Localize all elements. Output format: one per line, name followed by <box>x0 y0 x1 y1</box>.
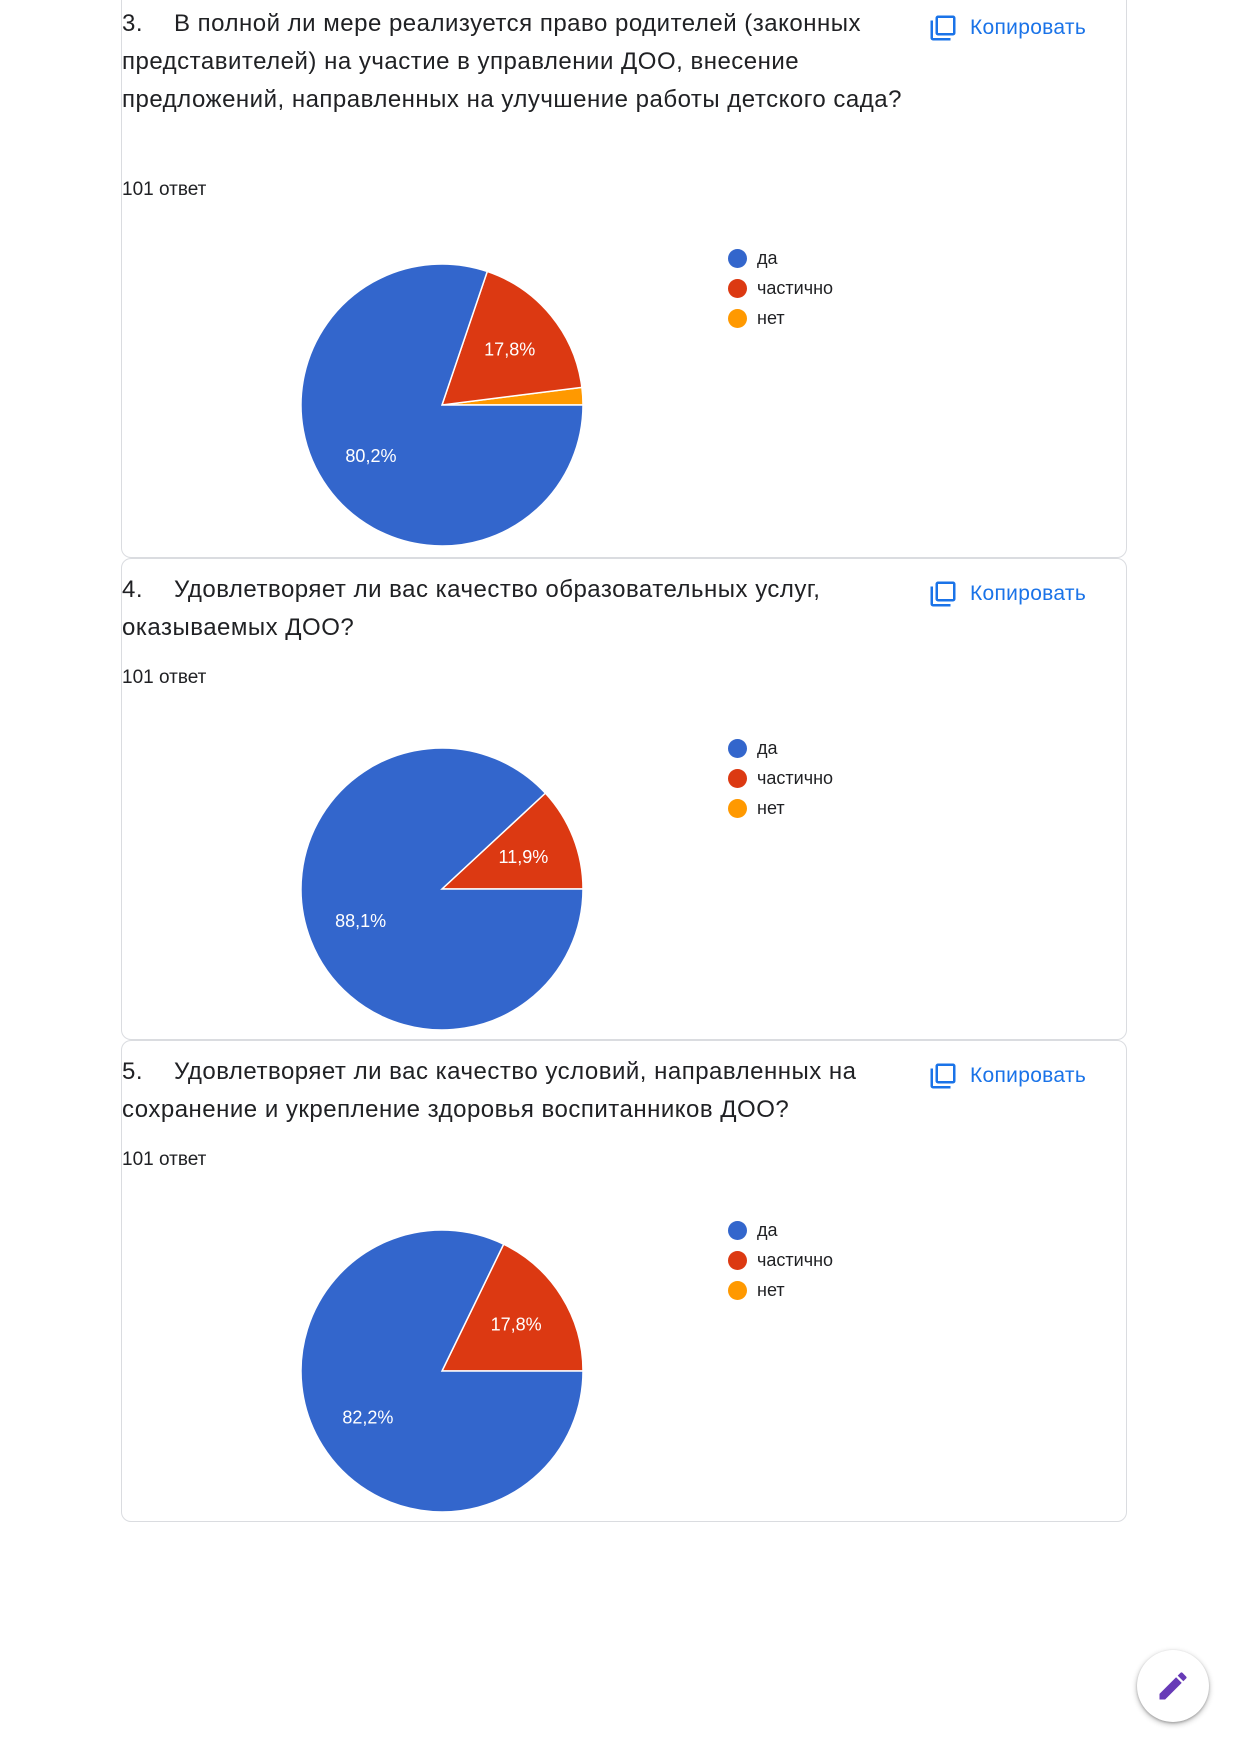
pencil-icon <box>1159 1672 1187 1700</box>
copy-label: Копировать <box>970 582 1087 605</box>
copy-button[interactable]: Копировать <box>928 1061 1086 1091</box>
question-card-4: 4. Удовлетворяет ли вас качество образова… <box>121 558 1127 1040</box>
legend-item-no[interactable]: нет <box>728 303 833 333</box>
question-number: 5. <box>122 1058 144 1085</box>
copy-button[interactable]: Копировать <box>928 13 1086 43</box>
question-title: 5. Удовлетворяет ли вас качество условий,… <box>122 1053 912 1129</box>
response-count: 101 ответ <box>122 179 207 200</box>
edit-button[interactable] <box>1137 1650 1209 1722</box>
question-number: 4. <box>122 576 144 603</box>
slice-label-yes: 82,2% <box>342 1407 393 1427</box>
legend-dot-icon <box>728 278 747 298</box>
legend-label: да <box>757 247 778 268</box>
legend-dot-icon <box>728 738 747 758</box>
pie-slice-yes <box>300 1229 584 1513</box>
question-number: 3. <box>122 10 144 37</box>
slice-label-yes: 80,2% <box>345 446 396 466</box>
legend-label: нет <box>757 307 785 328</box>
legend-item-no[interactable]: нет <box>728 1275 833 1305</box>
legend-dot-icon <box>728 1280 747 1300</box>
legend-dot-icon <box>728 248 747 268</box>
copy-icon <box>930 15 956 41</box>
slice-label-partial: 11,9% <box>499 847 549 867</box>
copy-icon <box>930 1063 956 1089</box>
legend-label: нет <box>757 797 785 818</box>
legend-dot-icon <box>728 1220 747 1240</box>
pie-slice-partial <box>440 1243 584 1372</box>
pie-chart: 17,8% 82,2% <box>300 1229 584 1513</box>
pie-chart: 11,9% 88,1% <box>300 747 584 1031</box>
legend-item-no[interactable]: нет <box>728 793 833 823</box>
copy-label: Копировать <box>970 1064 1087 1087</box>
legend-dot-icon <box>728 768 747 788</box>
pie-slice-yes <box>300 263 584 547</box>
question-card-3: 3. В полной ли мере реализуется право род… <box>121 0 1127 558</box>
pie-chart: 17,8% 80,2% <box>300 263 584 547</box>
response-count: 101 ответ <box>122 1149 207 1170</box>
legend-item-yes[interactable]: да <box>728 243 833 273</box>
legend-label: да <box>757 737 778 758</box>
slice-label-partial: 17,8% <box>484 340 535 360</box>
copy-button[interactable]: Копировать <box>928 579 1086 609</box>
chart-legend: да частично нет <box>728 733 833 823</box>
chart-legend: да частично нет <box>728 243 833 333</box>
legend-item-partial[interactable]: частично <box>728 273 833 303</box>
pie-slice-partial <box>440 792 584 890</box>
legend-dot-icon <box>728 798 747 818</box>
legend-dot-icon <box>728 308 747 328</box>
chart-legend: да частично нет <box>728 1215 833 1305</box>
legend-item-partial[interactable]: частично <box>728 1245 833 1275</box>
slice-label-partial: 17,8% <box>491 1315 542 1335</box>
pie-slice-partial <box>440 270 583 406</box>
question-title: 4. Удовлетворяет ли вас качество образова… <box>122 571 912 647</box>
legend-dot-icon <box>728 1250 747 1270</box>
legend-label: да <box>757 1219 778 1240</box>
legend-label: частично <box>757 277 834 298</box>
slice-label-yes: 88,1% <box>335 911 386 931</box>
legend-label: частично <box>757 767 834 788</box>
legend-label: частично <box>757 1249 834 1270</box>
question-card-5: 5. Удовлетворяет ли вас качество условий,… <box>121 1040 1127 1522</box>
question-title: 3. В полной ли мере реализуется право род… <box>122 5 912 119</box>
legend-item-yes[interactable]: да <box>728 1215 833 1245</box>
pie-slice-yes <box>300 747 584 1031</box>
legend-item-yes[interactable]: да <box>728 733 833 763</box>
legend-item-partial[interactable]: частично <box>728 763 833 793</box>
legend-label: нет <box>757 1279 785 1300</box>
copy-icon <box>930 581 956 607</box>
copy-label: Копировать <box>970 16 1087 39</box>
response-count: 101 ответ <box>122 667 207 688</box>
